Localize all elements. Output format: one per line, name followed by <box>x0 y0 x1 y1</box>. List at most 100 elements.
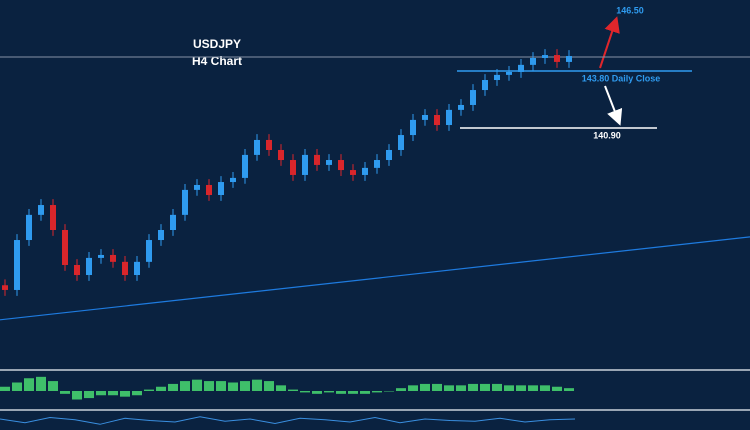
histogram-bar <box>324 391 334 393</box>
candle-body <box>542 55 548 58</box>
candle-body <box>566 56 572 62</box>
candle-body <box>278 149 284 161</box>
histogram-bar <box>312 391 322 394</box>
chart-subtitle: H4 Chart <box>192 54 242 68</box>
candle-body <box>482 80 488 91</box>
histogram-bar <box>372 391 382 393</box>
histogram-bar <box>444 385 454 391</box>
histogram-bar <box>180 381 190 391</box>
histogram-bar <box>48 381 58 391</box>
candle-body <box>338 160 344 171</box>
histogram-bar <box>384 391 394 392</box>
histogram-bar <box>288 389 298 391</box>
histogram-bar <box>204 381 214 391</box>
candle-body <box>170 214 176 230</box>
candle-body <box>266 139 272 150</box>
histogram-bar <box>504 385 514 391</box>
histogram-bar <box>492 383 502 391</box>
level-label: 140.90 <box>593 130 621 140</box>
candle-body <box>110 254 116 262</box>
level-label: 143.80 Daily Close <box>582 73 661 83</box>
candle-body <box>398 135 404 150</box>
candle-body <box>242 154 248 178</box>
histogram-bar <box>456 385 466 391</box>
candle-body <box>182 189 188 215</box>
candle-body <box>326 160 332 165</box>
candle-body <box>494 74 500 81</box>
histogram-bar <box>24 378 34 391</box>
candle-body <box>314 154 320 165</box>
histogram-bar <box>36 376 46 391</box>
histogram-bar <box>552 386 562 391</box>
histogram-bar <box>396 388 406 391</box>
candle-body <box>74 264 80 276</box>
candle-body <box>446 109 452 126</box>
histogram-bar <box>72 391 82 400</box>
histogram-bar <box>336 391 346 394</box>
candle-body <box>194 184 200 190</box>
level-label: 146.50 <box>616 5 644 15</box>
histogram-bar <box>480 383 490 391</box>
histogram-bar <box>84 391 94 399</box>
arrow-down <box>604 85 623 126</box>
candle-body <box>50 205 56 230</box>
histogram-bar <box>108 391 118 396</box>
candle-body <box>422 115 428 120</box>
histogram-bar <box>168 383 178 391</box>
candle-body <box>158 230 164 241</box>
candle-body <box>134 261 140 276</box>
candle-body <box>2 285 8 290</box>
histogram-bar <box>264 381 274 391</box>
histogram-bar <box>420 383 430 391</box>
oscillator-line <box>0 416 576 425</box>
histogram-bar <box>132 391 142 396</box>
histogram-bar <box>468 383 478 391</box>
histogram-bar <box>540 385 550 391</box>
candle-body <box>62 230 68 265</box>
histogram-bar <box>528 385 538 391</box>
histogram-bar <box>156 386 166 391</box>
histogram-bar <box>348 391 358 394</box>
arrow-up <box>599 16 620 69</box>
histogram-bar <box>360 391 370 394</box>
candle-body <box>254 139 260 155</box>
candle-body <box>122 261 128 276</box>
candle-body <box>410 119 416 136</box>
candle-body <box>470 90 476 105</box>
candle-body <box>458 104 464 110</box>
candle-body <box>362 167 368 175</box>
candle-body <box>554 55 560 62</box>
histogram-bar <box>120 391 130 397</box>
candle-body <box>290 160 296 175</box>
candle-body <box>206 184 212 196</box>
candle-body <box>38 205 44 215</box>
candle-body <box>230 177 236 183</box>
candle-body <box>302 154 308 175</box>
candle-body <box>434 115 440 126</box>
histogram-bar <box>228 382 238 391</box>
histogram-bar <box>0 386 10 391</box>
histogram-bar <box>240 381 250 391</box>
candle-body <box>26 214 32 241</box>
candle-body <box>146 240 152 262</box>
histogram-bar <box>300 391 310 393</box>
candle-body <box>518 64 524 72</box>
histogram-bar <box>516 385 526 391</box>
histogram-bar <box>276 385 286 391</box>
histogram-bar <box>12 382 22 391</box>
candle-body <box>530 57 536 65</box>
histogram-bar <box>252 379 262 391</box>
histogram-bar <box>432 383 442 391</box>
trendline <box>0 236 750 321</box>
candle-body <box>14 240 20 290</box>
candle-body <box>350 170 356 175</box>
candle-body <box>218 182 224 196</box>
histogram-bar <box>60 391 70 394</box>
candle-body <box>506 71 512 75</box>
candle-body <box>86 257 92 276</box>
histogram-bar <box>408 385 418 391</box>
candle-body <box>386 149 392 161</box>
candle-body <box>98 254 104 258</box>
